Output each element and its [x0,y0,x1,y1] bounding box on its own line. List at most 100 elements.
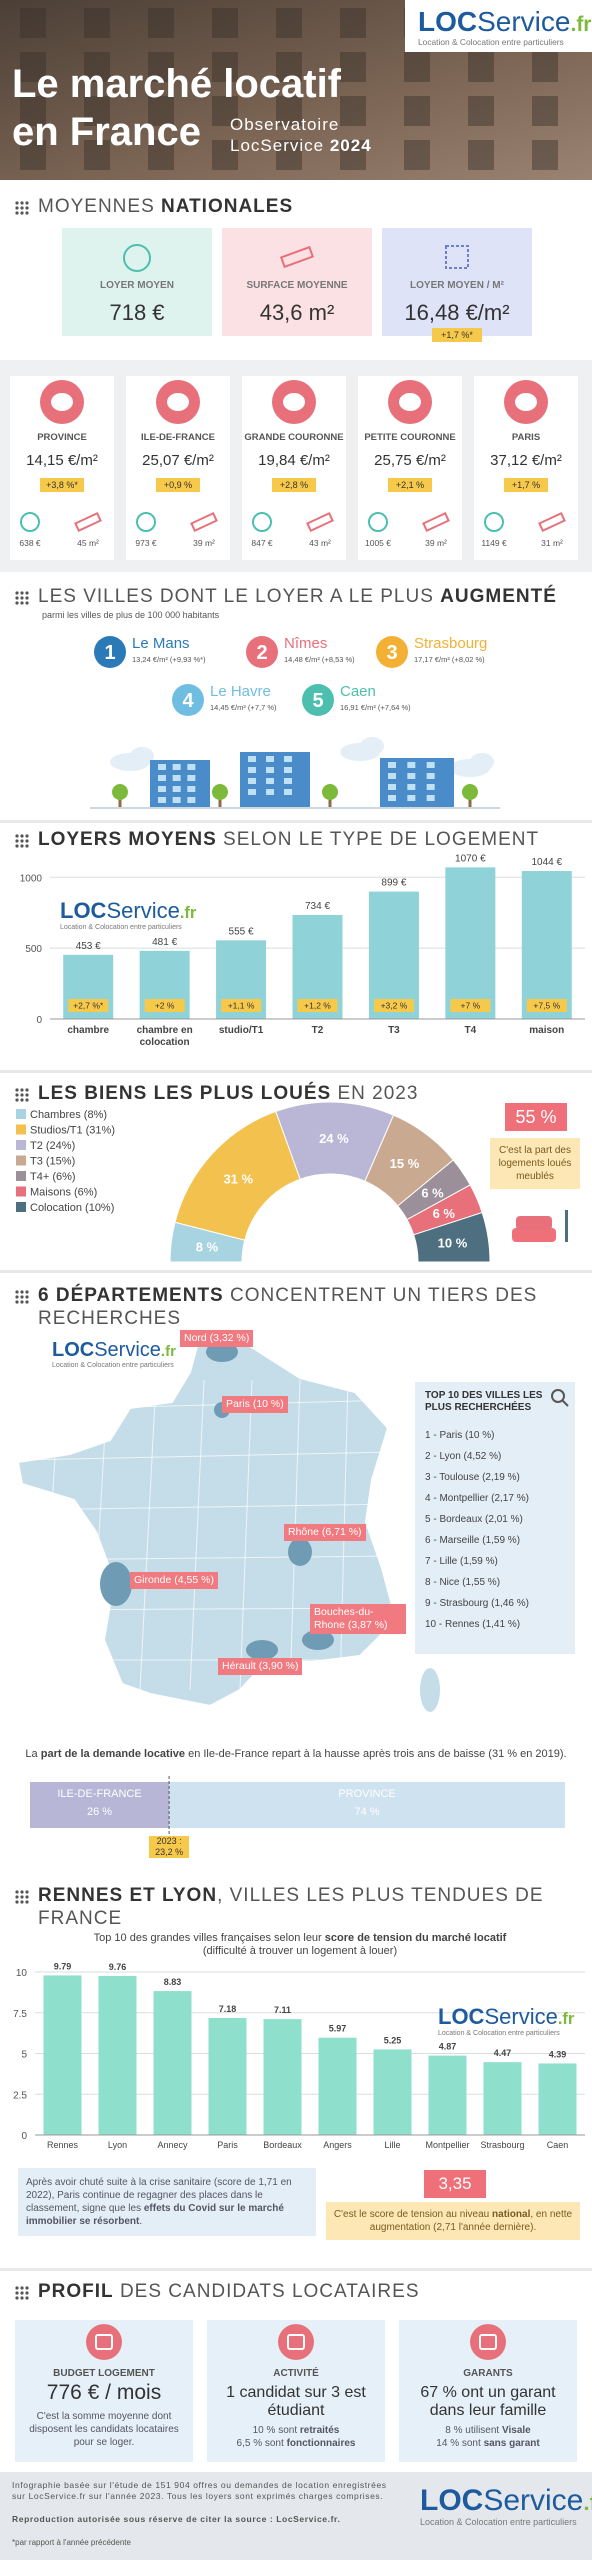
facade-window [212,140,238,170]
text-part: Top 10 des grandes villes françaises sel… [93,1932,322,1944]
value-label: 481 € [152,937,177,948]
heading-icon-dot [15,1295,19,1299]
profile-icon-shape [287,2334,305,2350]
legend-swatch [16,1140,26,1150]
text-part: La [25,1748,38,1760]
text-part: score de tension du marché locatif [324,1932,507,1944]
rank-number: 3 [386,642,397,664]
top10-item: 6 - Marseille (1,59 %) [425,1535,521,1546]
heading-icon-dot [25,839,29,843]
profile-line: 6,5 % sont fonctionnaires [215,2437,377,2450]
share-value: 26 % [87,1806,113,1818]
value-label: 7.18 [219,2004,237,2014]
text-part: fonctionnaires [286,2438,356,2449]
logo-brand: Service [477,6,571,37]
logo-tld: .fr [583,2490,592,2515]
heading-part: PROFIL [38,2281,114,2302]
building-window [172,786,181,792]
department-border [239,1379,253,1691]
logo-brand: Service [94,1339,161,1361]
city-detail: 16,91 €/m² (+7,64 %) [340,703,411,712]
change-badge-bg [221,999,262,1012]
tension-note-right: C'est le score de tension au niveau nati… [326,2202,580,2240]
heading-icon-dot [25,591,29,595]
section-separator [0,1270,592,1273]
heading-icon-dot [15,1900,19,1904]
profile-icon-shape [479,2334,497,2350]
heading-icon-dot [15,844,19,848]
region-loyer: 19,84 €/m² [258,452,330,469]
logo: LOCService.fr Location & Colocation entre… [438,2006,575,2038]
header-subtitle: Observatoire [230,115,340,134]
building-window [426,795,435,801]
region-icon-shape [167,393,189,411]
profile-title: GARANTS [463,2368,513,2379]
logo-brand: LOC [52,1339,95,1361]
cloud [470,753,494,771]
legend-label: Studios/T1 (31%) [30,1125,115,1137]
text-part: Après avoir chuté suite à la crise sanit… [26,2177,292,2214]
callout-text: C'est la part des logements loués meublé… [490,1138,580,1189]
region-name: PROVINCE [37,432,87,443]
heading-icon-dot [20,211,24,215]
map-label: Paris (10 %) [222,1396,288,1413]
logo-brand: LOC [60,898,107,923]
change-badge: +7 % [461,1001,481,1011]
heading-icon-dot [20,596,24,600]
heading-icon-dot [25,834,29,838]
map-label: Hérault (3,90 %) [218,1658,303,1675]
top10-item: 10 - Rennes (1,41 %) [425,1619,521,1630]
facade-window [340,8,366,38]
tree [462,784,478,800]
footer-band [0,2472,592,2560]
facade-window [276,96,302,126]
text-part: C'est le score de tension au niveau [333,2209,490,2220]
search-icon-handle [561,1399,569,1407]
building-window [158,775,166,781]
value-label: 8.83 [164,1977,182,1987]
heading-icon-dot [25,596,29,600]
heading-icon-dot [15,2291,19,2295]
legend-swatch [16,1171,26,1181]
footer-text: Infographie basée sur l'étude de 151 904… [12,2480,387,2501]
cloud [360,737,384,755]
x-tick-label: studio/T1 [218,1025,264,1036]
tension-note-left: Après avoir chuté suite à la crise sanit… [18,2168,316,2236]
heading-part: SELON LE TYPE DE LOGEMENT [223,829,540,850]
france-map [16,1333,398,1708]
top10-item: 9 - Strasbourg (1,46 %) [425,1598,529,1609]
x-tick-label: chambre [67,1025,110,1036]
sofa [512,1228,556,1242]
map-label: Nord (3,32 %) [180,1330,254,1347]
value-label: 1044 € [531,857,562,868]
region-loyer: 37,12 €/m² [490,452,562,469]
region-icon-shape [51,393,73,411]
value-label: 9.76 [109,1962,127,1972]
region-name: GRANDE COURONNE [244,432,344,443]
building-window [266,789,274,795]
department-border [19,1399,396,1411]
heading-icon-dot [20,1295,24,1299]
heading-icon-dot [15,1290,19,1294]
region-name: ILE-DE-FRANCE [141,432,215,443]
rank-number: 1 [104,642,115,664]
facade-window [276,8,302,38]
region-surface: 31 m² [541,538,563,548]
facade-window [84,96,110,126]
x-tick-label: T2 [311,1025,324,1036]
text-part: . [139,2216,143,2227]
top10-item: 4 - Montpellier (2,17 %) [425,1493,529,1504]
heading-icon-dot [20,1093,24,1097]
rent-icon [368,512,388,532]
value-label: 5.25 [384,2035,402,2045]
logo-tld: .fr [570,13,592,36]
bar [445,867,496,1019]
pie-value-label: 24 % [319,1131,349,1146]
building-window [172,764,181,770]
logo-tld: .fr [557,2010,575,2028]
corsica [420,1668,440,1712]
facade-window [212,8,238,38]
card-label: LOYER MOYEN / M² [410,280,504,291]
change-badge: +3,8 %* [40,478,84,492]
heading-icon-dot [15,1895,19,1899]
